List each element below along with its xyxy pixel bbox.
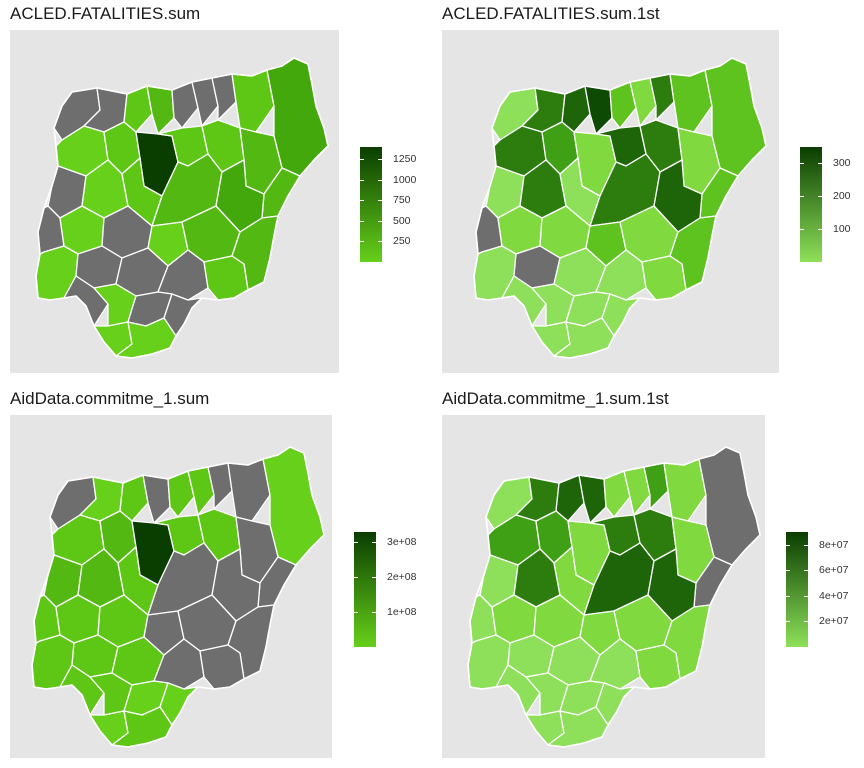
- legend-tick-label: 8e+07: [819, 538, 849, 551]
- choropleth-map: [31, 446, 325, 748]
- legend-tick-label: 2e+08: [387, 571, 417, 584]
- legend-tick-mark: [804, 595, 808, 597]
- map-regions-group: [31, 446, 325, 748]
- choropleth-map: [473, 57, 767, 359]
- legend-tick-mark: [372, 577, 376, 579]
- legend-tick-mark: [372, 542, 376, 544]
- country-outline: [467, 446, 761, 748]
- country-outline: [35, 57, 329, 359]
- legend-color-bar: [354, 532, 376, 647]
- legend-tick-mark: [800, 229, 804, 231]
- panel-title: AidData.commitme_1.sum.1st: [442, 389, 669, 408]
- legend-color-bar: [360, 147, 382, 262]
- region-ne1: [231, 69, 275, 133]
- legend-tick-mark: [360, 241, 364, 243]
- choropleth-map: [467, 446, 761, 748]
- legend-tick-label: 1250: [393, 153, 417, 166]
- legend-tick-label: 1000: [393, 173, 417, 186]
- legend-tick-mark: [354, 612, 358, 614]
- legend-tick-mark: [804, 544, 808, 546]
- panel-title: ACLED.FATALITIES.sum.1st: [442, 4, 660, 23]
- map-plot-area: [442, 30, 779, 373]
- legend-tick-mark: [360, 200, 364, 202]
- legend-tick-label: 500: [393, 214, 411, 227]
- legend-tick-label: 3e+08: [387, 536, 417, 549]
- map-plot-area: [442, 415, 765, 758]
- legend-color-bar: [786, 532, 808, 647]
- legend-tick-mark: [818, 163, 822, 165]
- legend-tick-mark: [360, 220, 364, 222]
- legend-tick-mark: [804, 621, 808, 623]
- legend-tick-mark: [354, 542, 358, 544]
- legend-tick-label: 4e+07: [819, 589, 849, 602]
- map-regions-group: [473, 57, 767, 359]
- legend-tick-label: 100: [833, 223, 851, 236]
- panel-title: ACLED.FATALITIES.sum: [10, 4, 201, 23]
- legend-tick-mark: [800, 196, 804, 198]
- region-n2: [584, 85, 613, 135]
- region-ne1: [227, 458, 271, 522]
- legend-tick-mark: [354, 577, 358, 579]
- country-outline: [473, 57, 767, 359]
- legend-tick-label: 250: [393, 235, 411, 248]
- legend-tick-mark: [786, 570, 790, 572]
- panel-title: AidData.commitme_1.sum: [10, 389, 210, 408]
- legend-tick-mark: [818, 196, 822, 198]
- legend-tick-mark: [378, 179, 382, 181]
- legend-tick-mark: [786, 621, 790, 623]
- map-plot-area: [10, 415, 332, 758]
- legend-tick-mark: [378, 220, 382, 222]
- legend-tick-mark: [378, 159, 382, 161]
- map-regions-group: [35, 57, 329, 359]
- legend-tick-mark: [786, 595, 790, 597]
- map-regions-group: [467, 446, 761, 748]
- country-outline: [31, 446, 325, 748]
- legend-tick-label: 750: [393, 194, 411, 207]
- legend-tick-label: 1e+08: [387, 606, 417, 619]
- region-n2: [146, 85, 175, 135]
- legend-tick-mark: [800, 163, 804, 165]
- map-plot-area: [10, 30, 339, 373]
- legend-tick-label: 200: [833, 190, 851, 203]
- legend-tick-label: 2e+07: [819, 615, 849, 628]
- region-n2: [578, 474, 607, 524]
- legend-tick-label: 6e+07: [819, 564, 849, 577]
- legend-color-bar: [800, 147, 822, 262]
- legend-tick-mark: [372, 612, 376, 614]
- legend-tick-mark: [378, 200, 382, 202]
- choropleth-map: [35, 57, 329, 359]
- legend-tick-mark: [804, 570, 808, 572]
- region-ne1: [669, 69, 713, 133]
- legend-tick-mark: [818, 229, 822, 231]
- region-n2: [142, 474, 171, 524]
- legend-tick-mark: [360, 179, 364, 181]
- legend-tick-mark: [360, 159, 364, 161]
- legend-tick-mark: [786, 544, 790, 546]
- legend-tick-label: 300: [833, 157, 851, 170]
- legend-tick-mark: [378, 241, 382, 243]
- region-ne1: [663, 458, 707, 522]
